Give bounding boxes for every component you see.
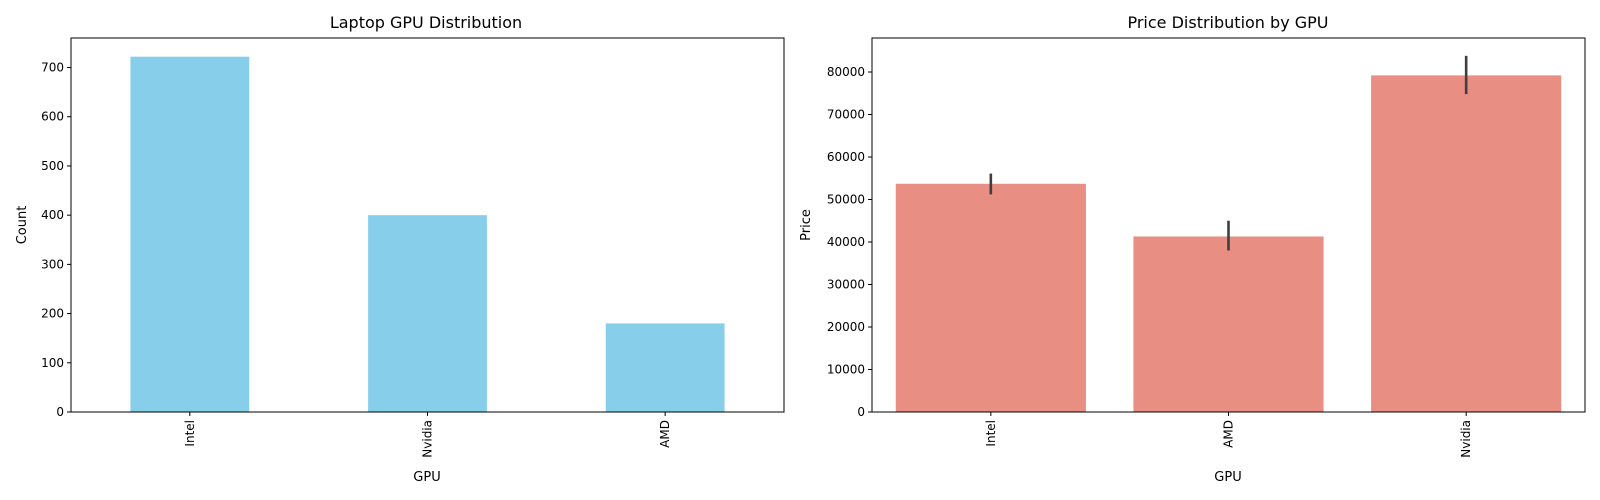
x-axis-label: GPU	[1214, 470, 1241, 485]
bar-nvidia	[368, 215, 487, 412]
y-tick-label: 10000	[827, 363, 865, 377]
y-tick-label: 700	[41, 61, 64, 75]
gpu-count-chart: Laptop GPU Distribution 0 100 200 300 400 500…	[15, 13, 785, 485]
y-tick-label: 60000	[827, 150, 865, 164]
x-axis-ticks: Intel Nvidia AMD	[183, 412, 672, 458]
y-tick-label: 40000	[827, 235, 865, 249]
y-tick-label: 300	[41, 257, 64, 271]
x-tick-label: Intel	[984, 420, 998, 447]
bars-group	[895, 75, 1562, 413]
x-tick-label: AMD	[658, 420, 672, 448]
bar-nvidia	[1371, 75, 1562, 413]
y-tick-label: 600	[41, 110, 64, 124]
y-axis-ticks: 0 10000 20000 30000 40000 50000 60000 70000 8000…	[827, 65, 872, 419]
y-axis-label: Count	[15, 206, 30, 245]
bar-intel	[130, 56, 250, 412]
y-tick-label: 20000	[827, 320, 865, 334]
x-tick-label: Nvidia	[421, 420, 435, 458]
y-tick-label: 200	[41, 307, 64, 321]
y-tick-label: 100	[41, 356, 64, 370]
chart-title: Laptop GPU Distribution	[330, 13, 522, 32]
y-tick-label: 0	[56, 405, 64, 419]
x-tick-label: Intel	[183, 420, 197, 447]
y-tick-label: 0	[857, 405, 865, 419]
bar-amd	[605, 323, 725, 412]
x-axis-label: GPU	[413, 470, 440, 485]
x-tick-label: Nvidia	[1459, 420, 1473, 458]
y-tick-label: 500	[41, 159, 64, 173]
chart-title: Price Distribution by GPU	[1127, 13, 1328, 32]
x-tick-label: AMD	[1222, 420, 1236, 448]
y-tick-label: 80000	[827, 65, 865, 79]
y-tick-label: 70000	[827, 108, 865, 122]
bars-group	[130, 56, 725, 412]
y-tick-label: 50000	[827, 193, 865, 207]
y-tick-label: 30000	[827, 278, 865, 292]
error-bars-group	[989, 55, 1468, 251]
y-tick-label: 400	[41, 208, 64, 222]
bar-intel	[895, 183, 1086, 412]
y-axis-ticks: 0 100 200 300 400 500 600 700	[41, 61, 71, 419]
price-by-gpu-chart: Price Distribution by GPU 0 10000 20000 300…	[799, 13, 1586, 485]
y-axis-label: Price	[799, 209, 814, 241]
x-axis-ticks: Intel AMD Nvidia	[984, 412, 1473, 458]
bar-amd	[1133, 236, 1324, 412]
